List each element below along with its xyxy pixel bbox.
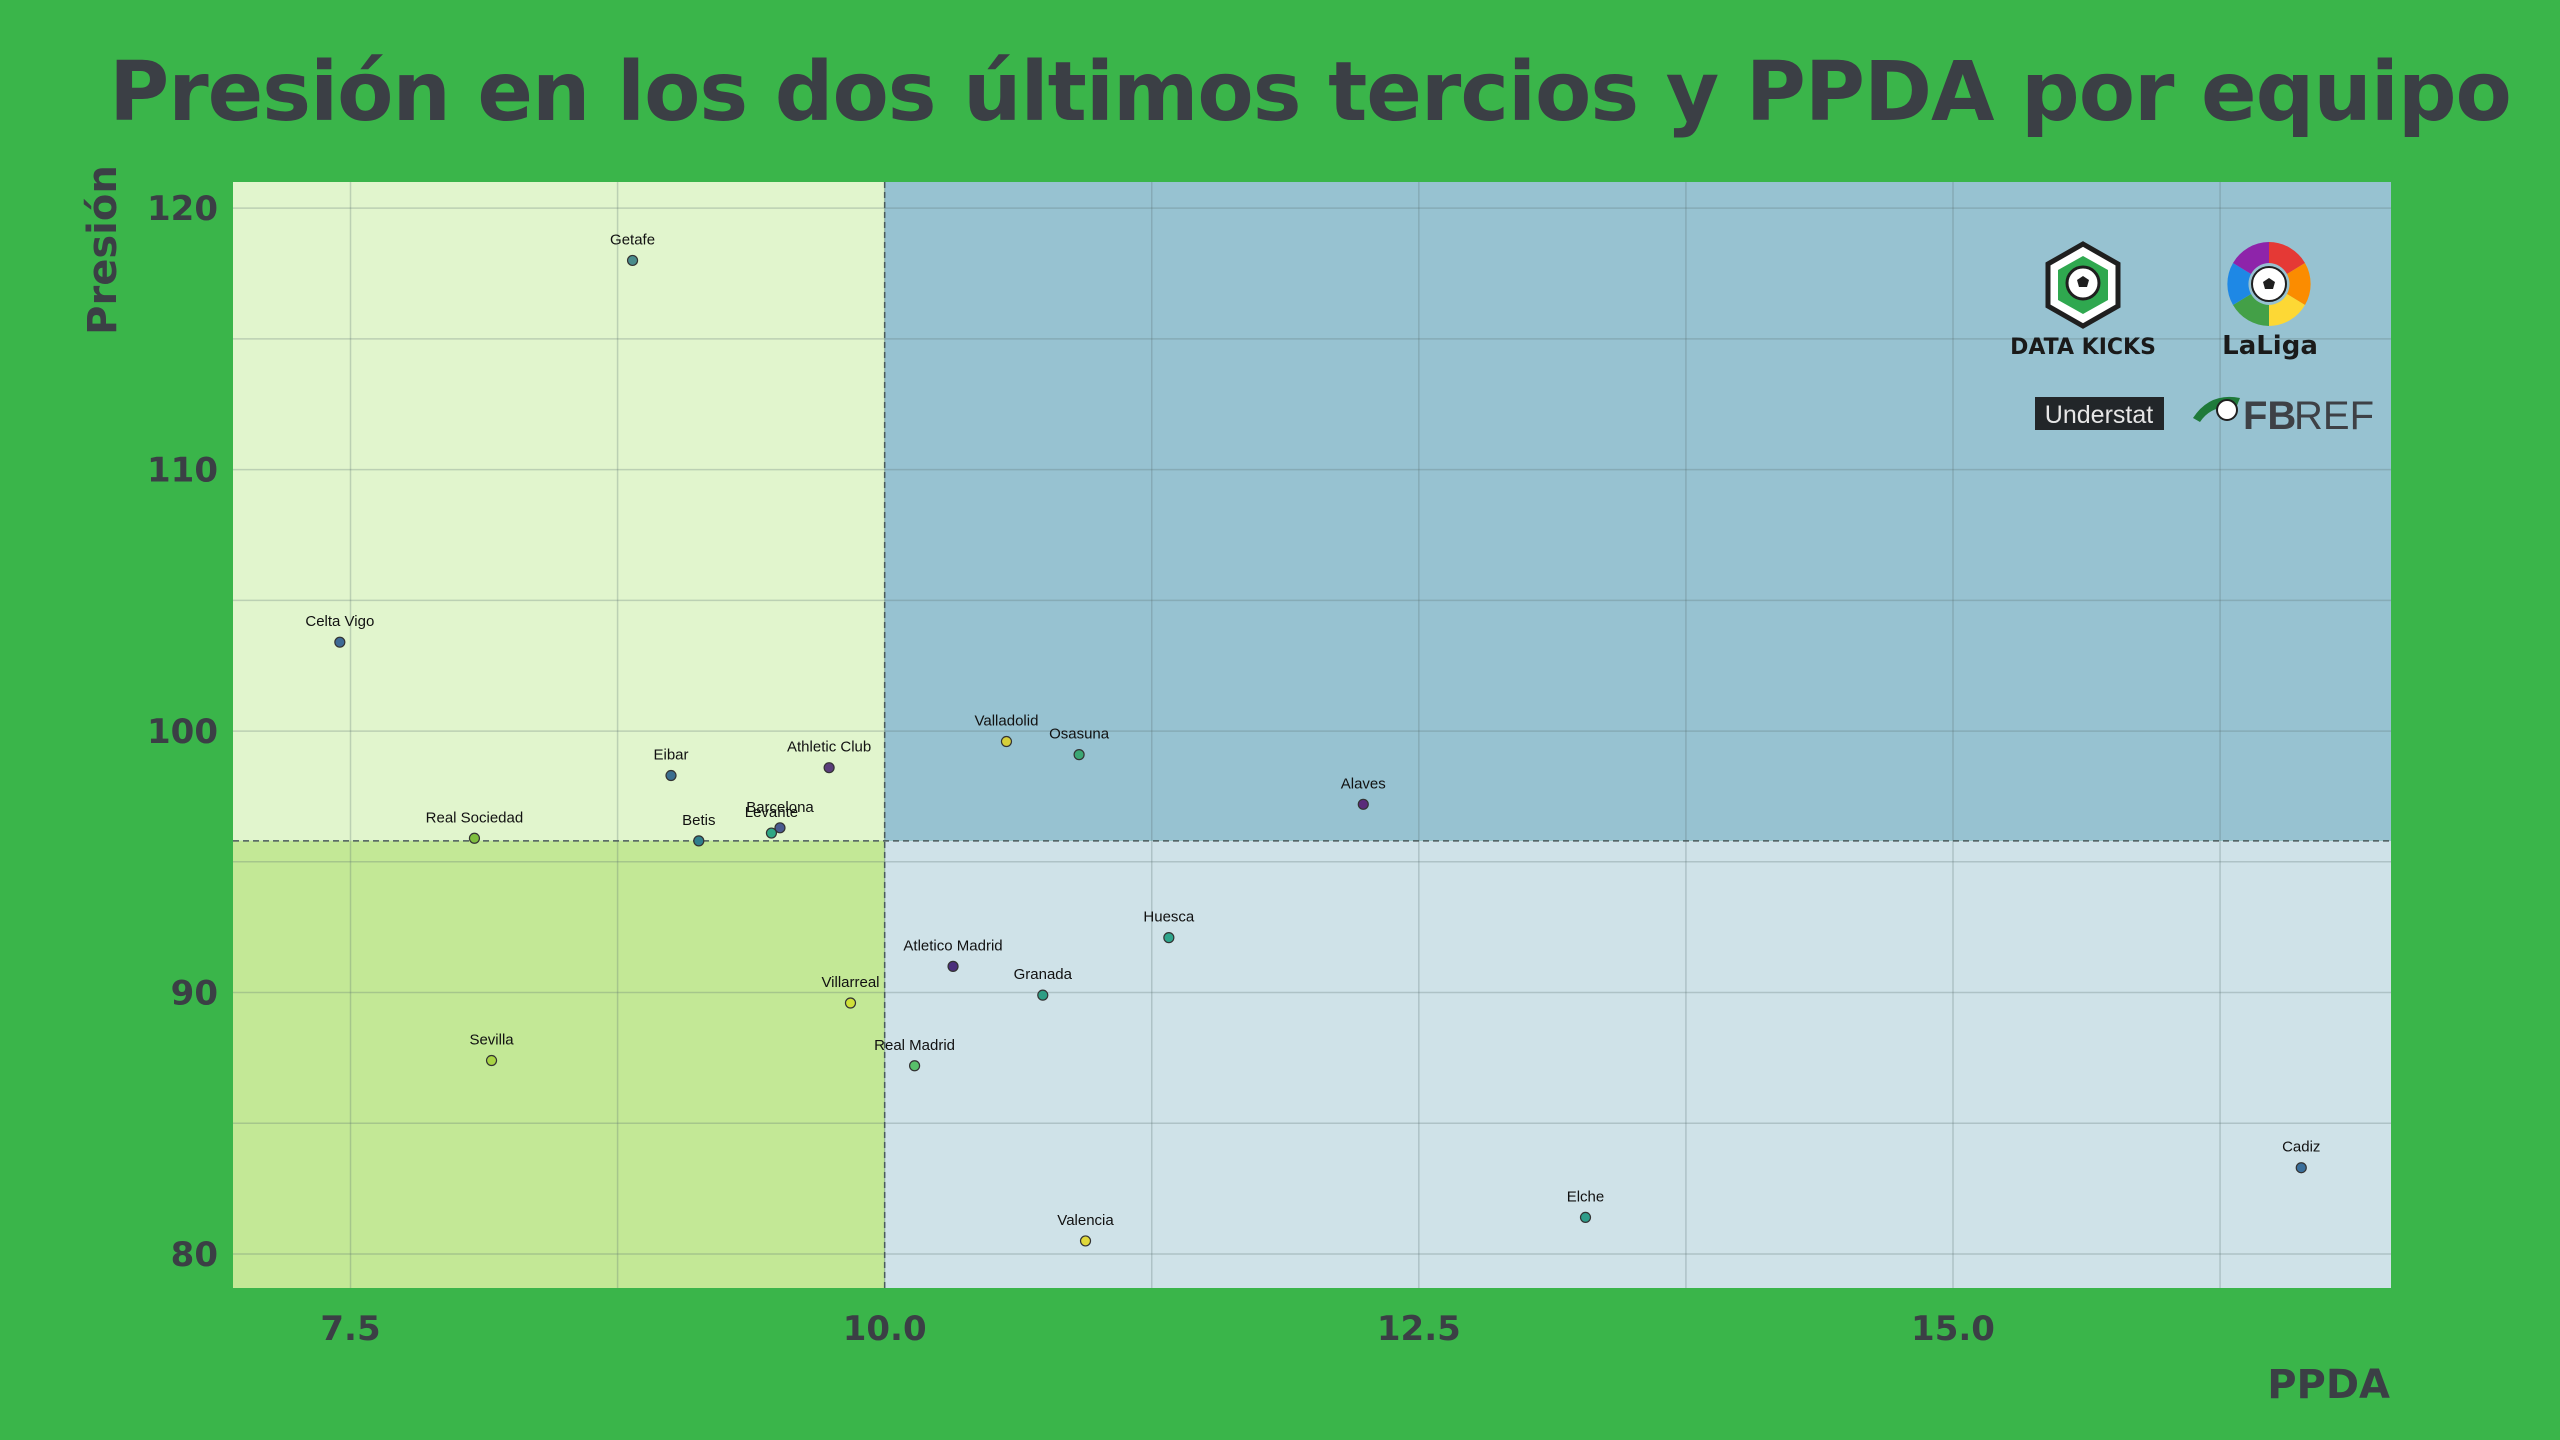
quadrant-dividers — [233, 182, 2391, 1288]
data-point — [468, 832, 481, 844]
data-point — [1079, 1235, 1092, 1247]
data-points: Getafe Celta Vigo Eibar Athletic Club Real S… — [305, 231, 2320, 1247]
x-axis-ticks: 7.5 10.0 12.5 15.0 — [320, 1309, 1995, 1349]
fbref-logo: FB REF — [2193, 394, 2374, 438]
data-point — [1073, 749, 1085, 761]
point-label: Alaves — [1341, 775, 1386, 792]
data-point — [693, 835, 705, 847]
y-tick-label: 80 — [171, 1235, 218, 1275]
fbref-logo-fb: FB — [2243, 394, 2296, 438]
quadrant-bottom-right — [884, 840, 2391, 1288]
point-label: Sevilla — [469, 1032, 514, 1049]
x-tick-label: 10.0 — [843, 1309, 927, 1349]
point-label: Valladolid — [974, 713, 1038, 730]
point-label: Elche — [1567, 1188, 1605, 1205]
y-tick-label: 110 — [147, 451, 218, 491]
x-tick-label: 15.0 — [1911, 1309, 1995, 1349]
point-label: Getafe — [610, 231, 655, 248]
data-point — [1579, 1211, 1592, 1224]
point-label: Villarreal — [821, 974, 879, 991]
data-point — [774, 822, 786, 834]
x-tick-label: 12.5 — [1377, 1309, 1461, 1349]
laliga-logo: LaLiga — [2222, 242, 2318, 361]
y-axis-ticks: 80 90 100 110 120 — [147, 189, 218, 1275]
point-label: Granada — [1014, 966, 1073, 983]
understat-logo-text: Understat — [2045, 401, 2153, 429]
plot-background — [233, 182, 2391, 1288]
data-point — [334, 636, 346, 648]
point-label: Betis — [682, 812, 715, 829]
data-point — [485, 1054, 498, 1067]
x-tick-label: 7.5 — [320, 1309, 380, 1349]
data-point — [823, 762, 835, 774]
point-label: Real Madrid — [874, 1037, 955, 1054]
data-point — [1000, 735, 1013, 748]
laliga-logo-text: LaLiga — [2222, 331, 2318, 361]
point-label: Huesca — [1143, 909, 1195, 926]
point-label: Atletico Madrid — [903, 937, 1002, 954]
data-point — [2295, 1162, 2307, 1174]
point-label: Celta Vigo — [305, 613, 374, 630]
point-label: Osasuna — [1049, 726, 1110, 743]
datakicks-logo-text: DATA KICKS — [2010, 335, 2156, 360]
data-point — [1037, 989, 1049, 1001]
y-tick-label: 120 — [147, 189, 218, 229]
data-point — [1357, 798, 1369, 810]
quadrant-top-right — [884, 182, 2391, 841]
data-point — [844, 997, 857, 1009]
fbref-logo-ref: REF — [2294, 394, 2374, 438]
quadrant-top-left — [233, 182, 885, 841]
y-tick-label: 100 — [147, 712, 218, 752]
y-axis-label: Presión — [80, 165, 126, 335]
point-label: Athletic Club — [787, 739, 871, 756]
fbref-ball-icon — [2216, 399, 2238, 421]
point-label: Eibar — [653, 747, 688, 764]
datakicks-logo: DATA KICKS — [2010, 241, 2156, 360]
data-point — [765, 827, 778, 839]
y-tick-label: 90 — [171, 974, 218, 1014]
data-point — [947, 960, 959, 972]
x-axis-label: PPDA — [2267, 1362, 2390, 1408]
point-label: Barcelona — [746, 799, 814, 816]
grid-lines — [233, 182, 2391, 1288]
data-point — [626, 254, 639, 267]
point-label: Levante — [745, 804, 798, 821]
understat-logo: Understat — [2035, 397, 2164, 430]
data-point — [665, 769, 677, 782]
point-label: Real Sociedad — [426, 809, 524, 826]
point-label: Cadiz — [2282, 1139, 2320, 1156]
quadrant-bottom-left — [233, 840, 885, 1288]
data-point — [1163, 932, 1175, 944]
chart-title: Presión en los dos últimos tercios y PPD… — [109, 45, 2511, 140]
data-point — [908, 1060, 921, 1072]
point-label: Valencia — [1057, 1212, 1114, 1229]
